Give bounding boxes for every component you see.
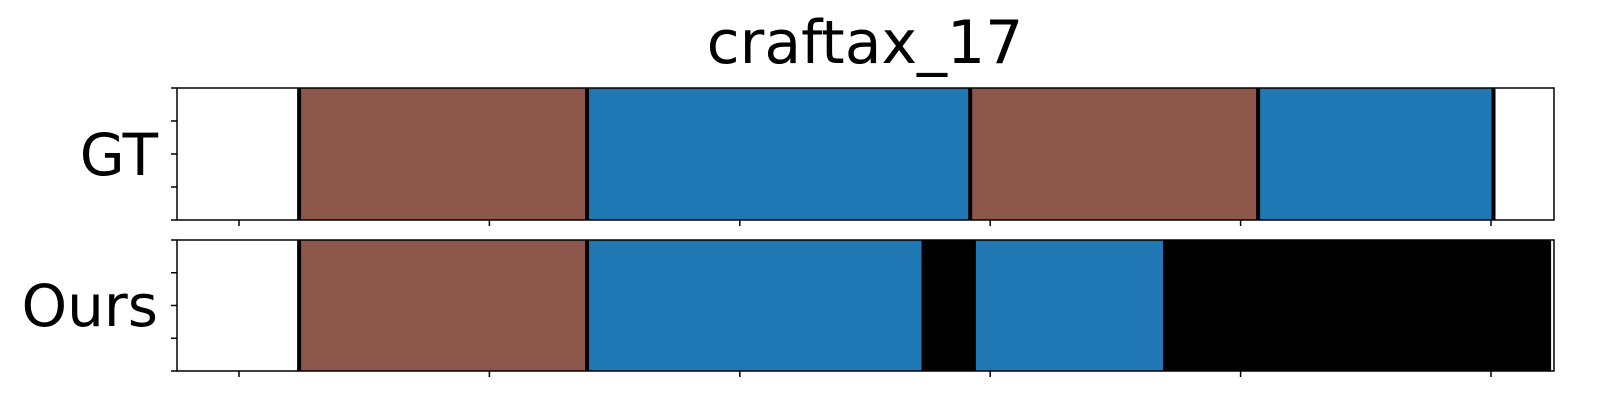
segment-gt-1 [587,88,971,220]
segment-ours-1 [587,240,922,371]
segment-ours-3 [973,240,1163,371]
segment-gt-0 [299,88,588,220]
plot-ours [171,239,1555,377]
plot-gt [171,87,1555,226]
segment-gt-3 [1258,88,1494,220]
chart-title: craftax_17 [707,8,1024,78]
segment-gt-2 [970,88,1259,220]
row-label-ours: Ours [22,272,158,340]
segment-ours-4 [1162,240,1552,371]
segment-ours-2 [921,240,974,371]
segment-ours-0 [299,240,588,371]
row-label-gt: GT [80,121,159,189]
